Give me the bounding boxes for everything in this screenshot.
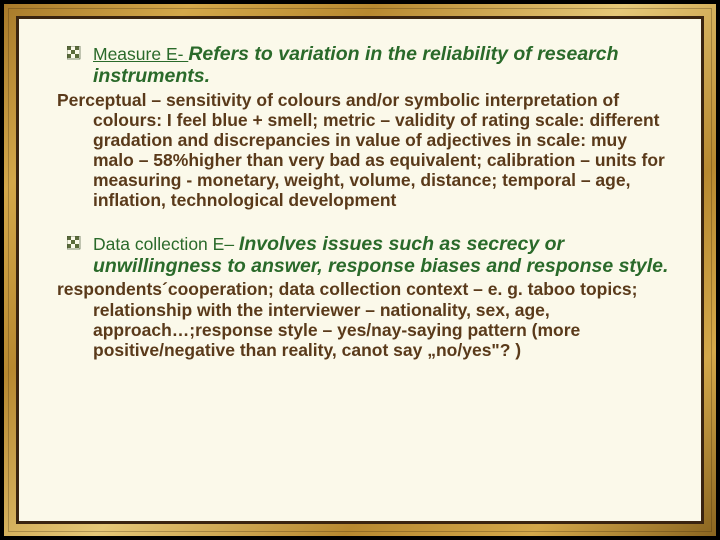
bullet-item-2: Data collection E– Involves issues such … (49, 233, 671, 278)
block1-lead: Measure E- (93, 44, 188, 64)
block2-lead: Data collection E– (93, 234, 239, 254)
slide-content: Measure E- Refers to variation in the re… (19, 19, 701, 521)
bullet-text-1: Measure E- Refers to variation in the re… (93, 43, 671, 88)
inner-brown-border: Measure E- Refers to variation in the re… (16, 16, 704, 524)
checkered-bullet-icon (67, 236, 85, 250)
block1-para: Perceptual – sensitivity of colours and/… (49, 90, 671, 211)
spacer-1 (49, 215, 671, 233)
checkered-bullet-icon (67, 46, 85, 60)
outer-black-frame: Measure E- Refers to variation in the re… (0, 0, 720, 540)
bullet-text-2: Data collection E– Involves issues such … (93, 233, 671, 278)
bullet-item-1: Measure E- Refers to variation in the re… (49, 43, 671, 88)
block2-para: respondents´cooperation; data collection… (49, 279, 671, 360)
gold-frame: Measure E- Refers to variation in the re… (4, 4, 716, 536)
